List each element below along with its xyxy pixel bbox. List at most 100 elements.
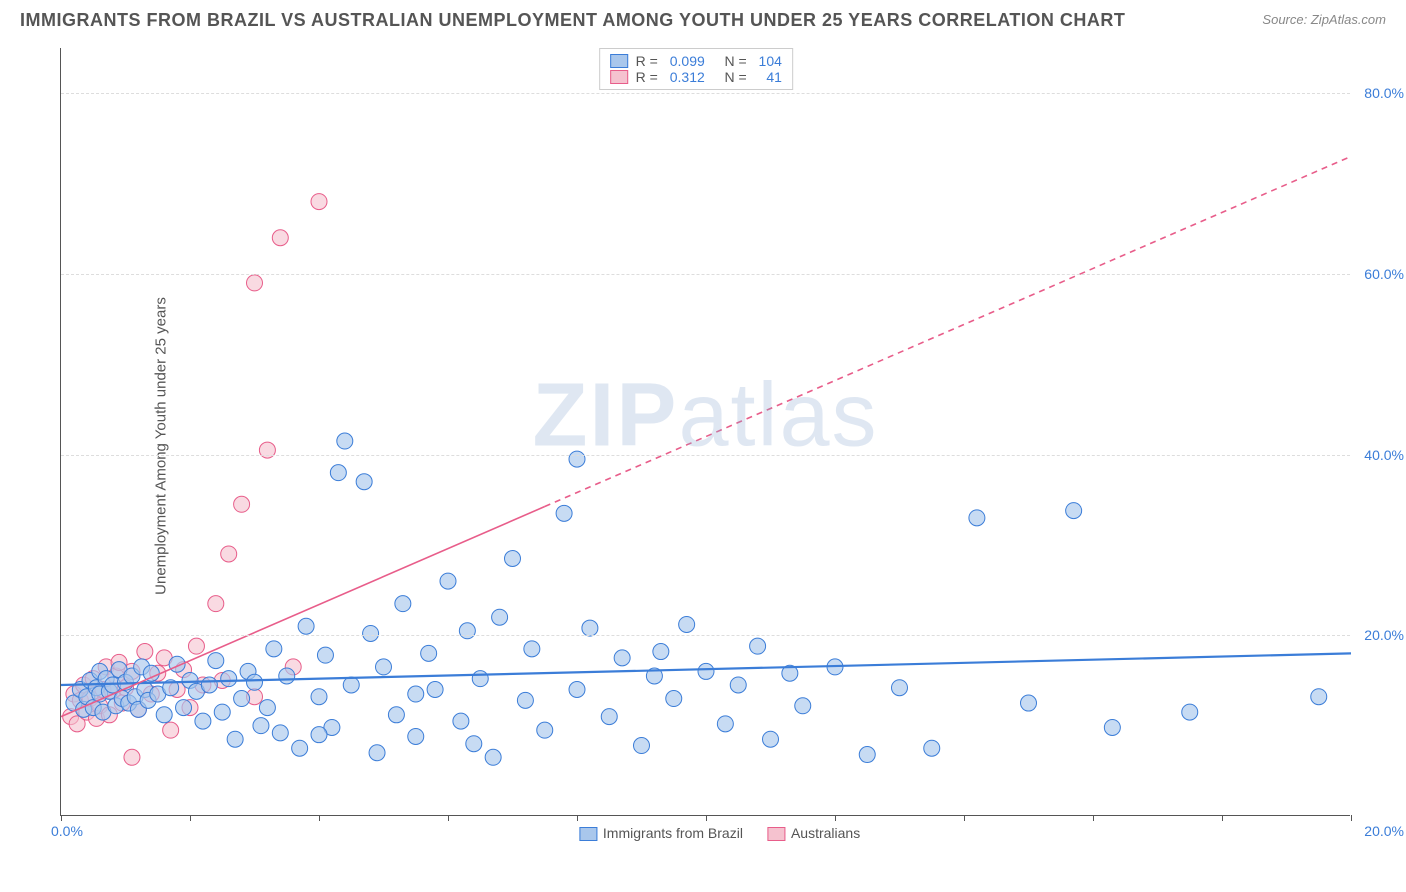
legend-n-value-2: 41 [766,69,782,85]
data-point [763,731,779,747]
x-tick [706,815,707,821]
data-point [466,736,482,752]
data-point [163,722,179,738]
legend-n-label-1: N = [713,53,751,69]
plot-area: ZIPatlas R = 0.099 N = 104 R = 0.312 N =… [60,48,1350,816]
data-point [485,749,501,765]
x-tick [1093,815,1094,821]
data-point [124,749,140,765]
data-point [376,659,392,675]
x-axis-label-min: 0.0% [51,823,83,839]
data-point [730,677,746,693]
legend-row-2: R = 0.312 N = 41 [610,69,782,85]
x-tick [964,815,965,821]
data-point [234,496,250,512]
data-point [614,650,630,666]
y-tick-label: 60.0% [1364,266,1404,282]
data-point [1066,503,1082,519]
x-tick [190,815,191,821]
data-point [201,677,217,693]
data-point [459,623,475,639]
legend-r-value-1: 0.099 [670,53,705,69]
legend-n-value-1: 104 [759,53,782,69]
data-point [717,716,733,732]
source-label: Source: [1262,12,1307,27]
legend-r-value-2: 0.312 [670,69,705,85]
data-point [492,609,508,625]
trend-line-pink-solid [61,507,545,717]
legend-swatch-blue [610,54,628,68]
y-tick-label: 80.0% [1364,85,1404,101]
data-point [1021,695,1037,711]
data-point [337,433,353,449]
legend-bottom-item-1: Immigrants from Brazil [579,825,743,841]
data-point [311,727,327,743]
data-point [221,546,237,562]
data-point [517,692,533,708]
gridline [61,93,1350,94]
data-point [208,596,224,612]
chart-title: IMMIGRANTS FROM BRAZIL VS AUSTRALIAN UNE… [20,10,1125,31]
legend-bottom-swatch-pink [767,827,785,841]
legend-correlation: R = 0.099 N = 104 R = 0.312 N = 41 [599,48,793,90]
data-point [601,709,617,725]
legend-swatch-pink [610,70,628,84]
data-point [698,663,714,679]
data-point [1182,704,1198,720]
data-point [259,700,275,716]
gridline [61,635,1350,636]
data-point [247,674,263,690]
data-point [272,230,288,246]
data-point [330,465,346,481]
data-point [556,505,572,521]
data-point [208,653,224,669]
data-point [1104,719,1120,735]
data-point [440,573,456,589]
data-point [369,745,385,761]
data-point [1311,689,1327,705]
legend-bottom-label-1: Immigrants from Brazil [603,825,743,841]
data-point [408,728,424,744]
data-point [311,194,327,210]
data-point [247,275,263,291]
x-axis-label-max: 20.0% [1364,823,1404,839]
chart-svg [61,48,1350,815]
x-tick [577,815,578,821]
y-tick-label: 40.0% [1364,447,1404,463]
legend-bottom-item-2: Australians [767,825,860,841]
data-point [892,680,908,696]
data-point [408,686,424,702]
data-point [969,510,985,526]
gridline [61,455,1350,456]
data-point [363,625,379,641]
data-point [537,722,553,738]
data-point [259,442,275,458]
data-point [279,668,295,684]
data-point [388,707,404,723]
data-point [292,740,308,756]
data-point [472,671,488,687]
data-point [272,725,288,741]
data-point [214,704,230,720]
x-tick [1351,815,1352,821]
data-point [188,638,204,654]
data-point [221,671,237,687]
data-point [569,451,585,467]
data-point [666,691,682,707]
x-tick [319,815,320,821]
data-point [653,644,669,660]
data-point [356,474,372,490]
data-point [750,638,766,654]
legend-r-label-2: R = [636,69,662,85]
data-point [234,691,250,707]
y-tick-label: 20.0% [1364,627,1404,643]
data-point [795,698,811,714]
data-point [505,550,521,566]
x-tick [448,815,449,821]
source-value: ZipAtlas.com [1311,12,1386,27]
x-tick [835,815,836,821]
gridline [61,274,1350,275]
data-point [634,738,650,754]
data-point [317,647,333,663]
data-point [137,644,153,660]
